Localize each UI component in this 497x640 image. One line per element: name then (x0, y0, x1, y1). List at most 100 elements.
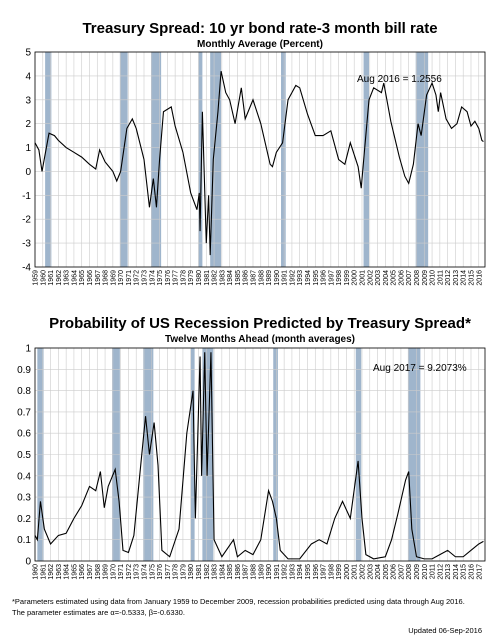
x-tick-label: 2012 (445, 270, 452, 286)
y-tick-label: -3 (22, 239, 31, 250)
x-tick-label: 1979 (180, 564, 187, 580)
x-tick-label: 1961 (48, 270, 55, 286)
x-tick-label: 2014 (461, 270, 468, 286)
x-tick-label: 1973 (141, 270, 148, 286)
x-tick-label: 2006 (391, 564, 398, 580)
chart-subtitle: Monthly Average (Percent) (197, 39, 323, 50)
x-tick-label: 1959 (33, 270, 40, 286)
x-tick-label: 2009 (422, 270, 429, 286)
x-tick-label: 2006 (398, 270, 405, 286)
data-line (34, 70, 484, 256)
x-tick-label: 1985 (227, 564, 234, 580)
x-tick-label: 2000 (344, 564, 351, 580)
y-tick-label: 0.7 (17, 407, 31, 418)
x-tick-label: 1996 (321, 270, 328, 286)
x-tick-label: 1974 (141, 564, 148, 580)
x-tick-label: 1989 (258, 564, 265, 580)
x-tick-label: 1986 (243, 270, 250, 286)
y-tick-label: 0 (25, 557, 31, 568)
annotation: Aug 2017 = 9.2073% (373, 363, 467, 374)
x-tick-label: 1969 (103, 564, 110, 580)
x-tick-label: 2009 (414, 564, 421, 580)
x-tick-label: 2007 (406, 270, 413, 286)
x-tick-label: 1991 (282, 270, 289, 286)
x-tick-label: 1993 (289, 564, 296, 580)
x-tick-label: 1985 (235, 270, 242, 286)
x-tick-label: 1965 (71, 564, 78, 580)
x-tick-label: 1966 (79, 564, 86, 580)
x-tick-label: 1997 (328, 270, 335, 286)
x-tick-label: 1988 (258, 270, 265, 286)
y-tick-label: 5 (25, 48, 31, 59)
x-tick-label: 1995 (313, 270, 320, 286)
data-line (34, 352, 484, 560)
x-tick-label: 1962 (56, 270, 63, 286)
x-tick-label: 2008 (406, 564, 413, 580)
x-tick-label: 1981 (204, 270, 211, 286)
x-tick-label: 1992 (282, 564, 289, 580)
chart-title: Treasury Spread: 10 yr bond rate-3 month… (82, 20, 437, 37)
x-tick-label: 2004 (383, 270, 390, 286)
x-tick-label: 1994 (305, 270, 312, 286)
x-tick-label: 1972 (126, 564, 133, 580)
y-tick-label: 0.1 (17, 535, 31, 546)
x-tick-label: 1972 (134, 270, 141, 286)
x-tick-label: 1962 (48, 564, 55, 580)
x-tick-label: 2015 (461, 564, 468, 580)
x-tick-label: 1968 (95, 564, 102, 580)
x-tick-label: 2007 (398, 564, 405, 580)
x-tick-label: 1963 (56, 564, 63, 580)
x-tick-label: 1998 (328, 564, 335, 580)
plot-frame (34, 347, 486, 562)
x-tick-label: 1965 (79, 270, 86, 286)
x-tick-label: 1982 (212, 270, 219, 286)
x-tick-label: 2017 (476, 564, 483, 580)
x-tick-label: 2005 (383, 564, 390, 580)
x-tick-label: 1991 (274, 564, 281, 580)
recession-band (119, 52, 128, 267)
x-tick-label: 1968 (103, 270, 110, 286)
recession-band (210, 52, 222, 267)
recession-band (281, 52, 286, 267)
y-tick-label: -1 (22, 191, 31, 202)
y-tick-label: -4 (22, 263, 31, 274)
x-tick-label: 1974 (149, 270, 156, 286)
x-tick-label: 1996 (313, 564, 320, 580)
y-tick-label: 4 (25, 71, 31, 82)
x-tick-label: 1977 (165, 564, 172, 580)
y-tick-label: -2 (22, 215, 31, 226)
x-tick-label: 2010 (430, 270, 437, 286)
x-tick-label: 1977 (173, 270, 180, 286)
x-tick-label: 2012 (437, 564, 444, 580)
y-tick-label: 0.4 (17, 471, 31, 482)
x-tick-label: 2016 (468, 564, 475, 580)
x-tick-label: 1997 (321, 564, 328, 580)
recession-band (151, 52, 162, 267)
annotation: Aug 2016 = 1.2556 (357, 74, 442, 85)
x-tick-label: 1978 (173, 564, 180, 580)
chart-title: Probability of US Recession Predicted by… (49, 315, 471, 332)
x-tick-label: 2016 (476, 270, 483, 286)
x-tick-label: 1970 (118, 270, 125, 286)
x-tick-label: 1976 (165, 270, 172, 286)
x-tick-label: 2001 (359, 270, 366, 286)
x-tick-label: 1983 (219, 270, 226, 286)
x-tick-label: 2011 (437, 270, 444, 285)
footnote: The parameter estimates are α=-0.5333, β… (12, 608, 185, 617)
x-tick-label: 1987 (243, 564, 250, 580)
x-tick-label: 1980 (188, 564, 195, 580)
x-tick-label: 2014 (453, 564, 460, 580)
x-tick-label: 1992 (289, 270, 296, 286)
x-tick-label: 2003 (375, 270, 382, 286)
x-tick-label: 2013 (453, 270, 460, 286)
x-tick-label: 2002 (367, 270, 374, 286)
x-tick-label: 1975 (157, 270, 164, 286)
x-tick-label: 1987 (250, 270, 257, 286)
x-tick-label: 1967 (87, 564, 94, 580)
x-tick-label: 1961 (40, 564, 47, 580)
x-tick-label: 1976 (157, 564, 164, 580)
updated: Updated 06-Sep-2016 (408, 626, 482, 635)
y-tick-label: 0.8 (17, 386, 31, 397)
x-tick-label: 1978 (180, 270, 187, 286)
